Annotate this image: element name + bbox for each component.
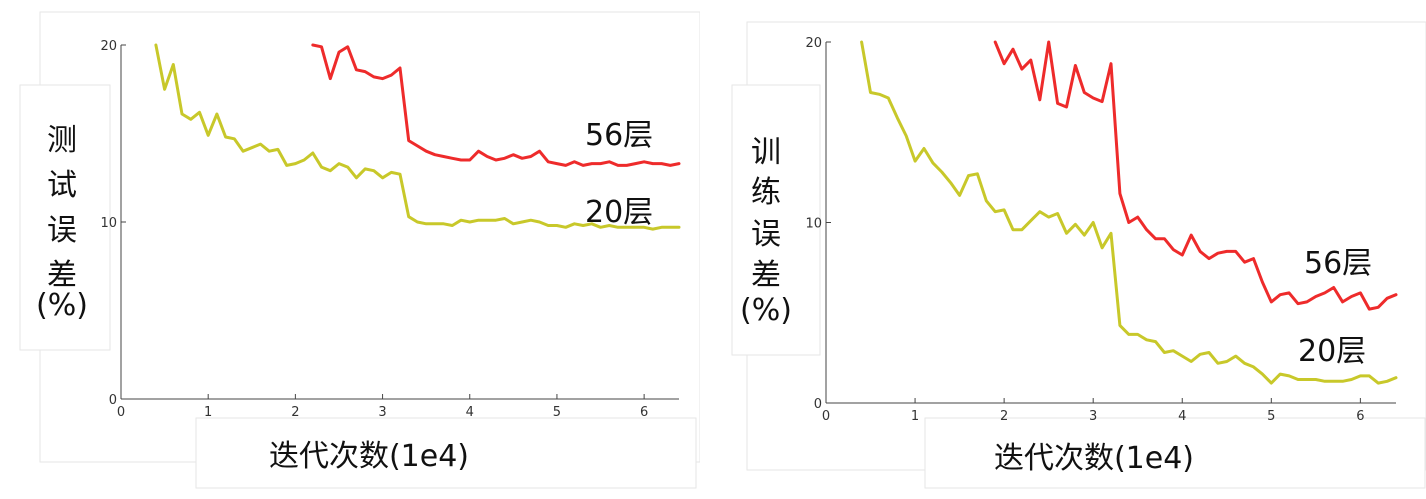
- series-line-56-layer: [993, 40, 1398, 311]
- x-tick-label: 3: [1089, 409, 1097, 424]
- y-tick-label: 20: [100, 39, 117, 54]
- x-tick-label: 4: [466, 405, 474, 420]
- x-tick-label: 6: [640, 405, 648, 420]
- y-tick-label: 10: [805, 217, 822, 232]
- y-axis-label: 测: [47, 123, 77, 158]
- y-axis-label: 训: [751, 135, 781, 170]
- y-axis-label: 误: [47, 213, 77, 248]
- backdrop-panel: [924, 417, 1426, 489]
- chart-panel-train-error: 0 1 2 3 4 5 6 0 10 20 56层 20层 训练误差 (%) 迭代次数(1e4): [726, 0, 1426, 499]
- x-tick-label: 5: [553, 405, 561, 420]
- y-axis-label: 试: [47, 168, 77, 203]
- plot-area: [826, 42, 1396, 403]
- backdrop-panel: [731, 84, 821, 356]
- x-axis-label: 迭代次数(1e4): [269, 439, 469, 474]
- backdrop-panel: [19, 84, 111, 351]
- y-axis-label: 差: [751, 258, 781, 293]
- y-axis-label: 差: [47, 258, 77, 293]
- series-label: 20层: [1298, 334, 1366, 369]
- x-tick-label: 6: [1356, 409, 1364, 424]
- x-tick-label: 0: [117, 405, 125, 420]
- series-label: 56层: [1304, 246, 1372, 281]
- x-tick-label: 1: [204, 405, 212, 420]
- x-tick-label: 0: [822, 409, 830, 424]
- y-axis-label: 练: [751, 175, 781, 210]
- series-label: 56层: [585, 118, 653, 153]
- plot-area: [121, 45, 679, 399]
- y-tick-label: 20: [805, 36, 822, 51]
- series-label: 20层: [585, 195, 653, 230]
- x-axis-label: 迭代次数(1e4): [994, 441, 1194, 476]
- y-axis-label: 误: [751, 217, 781, 252]
- y-tick-label: 0: [814, 397, 822, 412]
- x-tick-label: 2: [1000, 409, 1008, 424]
- backdrop-panel: [195, 417, 697, 489]
- x-tick-label: 2: [291, 405, 299, 420]
- y-tick-label: 10: [100, 216, 117, 231]
- y-tick-label: 0: [109, 393, 117, 408]
- chart-panel-test-error: 0 1 2 3 4 5 6 0 10 20 56层 20层 测试误差 (%) 迭代次数(1e4): [0, 0, 700, 499]
- x-tick-label: 5: [1267, 409, 1275, 424]
- y-axis-label: (%): [740, 293, 792, 328]
- x-tick-label: 4: [1178, 409, 1186, 424]
- x-tick-label: 1: [911, 409, 919, 424]
- x-tick-label: 3: [378, 405, 386, 420]
- y-axis-label: (%): [36, 288, 88, 323]
